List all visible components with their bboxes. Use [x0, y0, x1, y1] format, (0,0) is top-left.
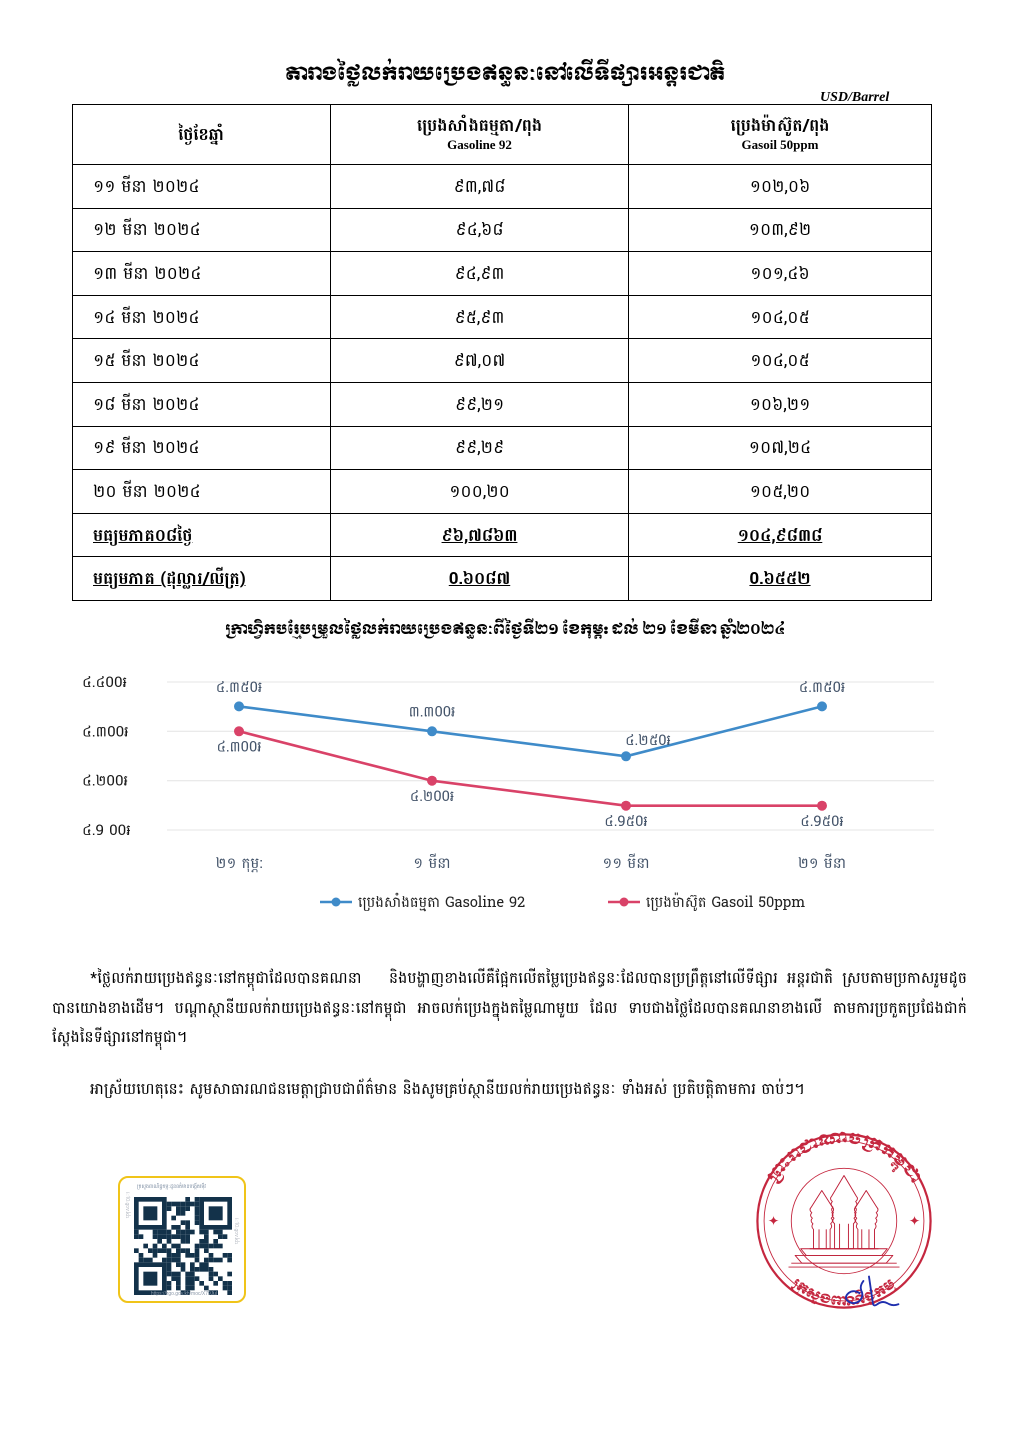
svg-text:៤.៤00៛: ៤.៤00៛ — [82, 669, 127, 696]
svg-text:៤.២00៛: ៤.២00៛ — [82, 768, 128, 795]
svg-text:៤.៣00៛: ៤.៣00៛ — [216, 735, 261, 761]
svg-text:២១ មីនា: ២១ មីនា — [798, 850, 846, 877]
svg-text:៤.៣៥0៛: ៤.៣៥0៛ — [799, 675, 845, 701]
svg-text:៣.៣00៛: ៣.៣00៛ — [409, 700, 456, 726]
svg-text:ក្រសួងពាណិជ្ជកម្ម: ក្រសួងពាណិជ្ជកម្ម — [786, 1273, 901, 1314]
svg-text:៤.២៥0៛: ៤.២៥0៛ — [625, 728, 671, 754]
svg-text:៤.៣00៛: ៤.៣00៛ — [82, 718, 129, 745]
svg-text:៤.២00៛: ៤.២00៛ — [410, 784, 454, 810]
svg-text:៤.9៥0៛: ៤.9៥0៛ — [800, 809, 843, 835]
svg-text:៤.៣៥0៛: ៤.៣៥0៛ — [216, 675, 262, 701]
svg-text:✦: ✦ — [909, 1209, 920, 1233]
svg-text:១ មីនា: ១ មីនា — [413, 850, 450, 877]
svg-text:១១ មីនា: ១១ មីនា — [602, 850, 649, 877]
svg-text:៤.9៥0៛: ៤.9៥0៛ — [604, 809, 647, 835]
svg-text:ប្រេងម៉ាស៊ូត Gasoil 50ppm: ប្រេងម៉ាស៊ូត Gasoil 50ppm — [646, 890, 805, 916]
svg-text:ប្រេងសាំងធម្មតា Gasoline 92: ប្រេងសាំងធម្មតា Gasoline 92 — [358, 890, 525, 916]
svg-text:៤.9 00៛: ៤.9 00៛ — [82, 817, 131, 844]
svg-text:២១ កុម្ភ:: ២១ កុម្ភ: — [216, 850, 263, 877]
svg-text:✦: ✦ — [768, 1209, 779, 1233]
